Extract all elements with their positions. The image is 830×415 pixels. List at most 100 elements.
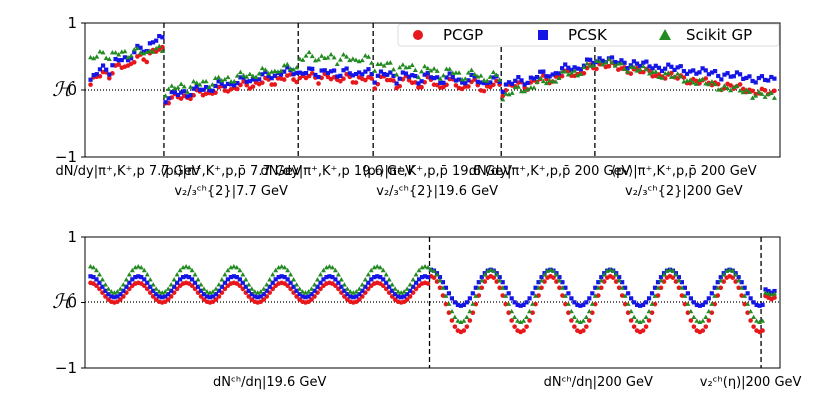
top-data-point bbox=[231, 78, 237, 84]
bottom-data-point bbox=[739, 285, 745, 290]
bottom-data-point bbox=[315, 284, 320, 289]
top-data-point bbox=[737, 82, 743, 87]
bottom-data-point bbox=[649, 301, 655, 306]
top-data-point bbox=[378, 61, 384, 66]
bottom-data-point bbox=[458, 319, 464, 325]
top-data-point bbox=[250, 73, 256, 78]
top-data-point bbox=[328, 69, 334, 74]
top-data-point bbox=[572, 65, 577, 70]
bottom-data-point bbox=[643, 300, 649, 305]
top-data-point bbox=[391, 73, 396, 79]
top-data-point bbox=[303, 70, 309, 76]
bottom-data-point bbox=[297, 286, 303, 291]
top-data-point bbox=[440, 72, 446, 78]
top-data-point bbox=[350, 56, 356, 61]
bottom-data-point bbox=[341, 282, 347, 287]
bottom-data-point bbox=[142, 277, 147, 282]
top-data-point bbox=[409, 62, 415, 68]
bottom-data-point bbox=[721, 272, 727, 277]
top-data-point bbox=[450, 74, 455, 80]
top-category-label: ⟨pₜ⟩|π⁺,K⁺,p,p̄ 200 GeV bbox=[611, 164, 757, 179]
bottom-data-point bbox=[326, 263, 332, 269]
top-data-point bbox=[97, 67, 103, 72]
bottom-data-point bbox=[709, 310, 715, 316]
bottom-data-point bbox=[356, 286, 362, 291]
bottom-data-point bbox=[273, 277, 278, 282]
bottom-data-point bbox=[572, 300, 577, 305]
top-data-point bbox=[360, 72, 365, 77]
bottom-data-point bbox=[512, 314, 518, 320]
top-data-point bbox=[559, 66, 565, 71]
bottom-data-point bbox=[213, 292, 219, 297]
bottom-data-point bbox=[706, 308, 712, 314]
top-data-point bbox=[740, 89, 746, 95]
top-data-point bbox=[281, 77, 287, 82]
bottom-data-point bbox=[130, 277, 135, 282]
top-data-point bbox=[209, 82, 215, 87]
top-data-point bbox=[397, 64, 403, 70]
top-data-point bbox=[469, 72, 474, 78]
bottom-data-point bbox=[464, 314, 470, 320]
top-y-axis-label: ℋ bbox=[52, 77, 75, 101]
bottom-data-point bbox=[670, 268, 676, 273]
top-data-point bbox=[341, 68, 346, 73]
top-data-point bbox=[94, 54, 100, 59]
bottom-data-point bbox=[87, 263, 94, 269]
bottom-data-point bbox=[521, 318, 527, 323]
top-data-point bbox=[300, 71, 306, 76]
bottom-data-point bbox=[255, 295, 260, 300]
bottom-data-point bbox=[112, 295, 117, 300]
bottom-panel: −1 0 1 ℋ dNᶜʰ/dη|19.6 GeV dNᶜʰ/dη|200 GeV v₂… bbox=[52, 228, 801, 390]
bottom-data-point bbox=[381, 277, 386, 282]
top-data-point bbox=[456, 70, 462, 75]
top-data-point bbox=[116, 62, 121, 67]
top-category-label: v₂/₃ᶜʰ{2}|200 GeV bbox=[625, 184, 743, 199]
top-data-point bbox=[259, 65, 265, 71]
top-data-point bbox=[653, 69, 659, 74]
top-data-point bbox=[740, 86, 746, 92]
top-data-point bbox=[522, 82, 527, 87]
top-data-point bbox=[150, 40, 156, 45]
top-data-point bbox=[335, 74, 340, 79]
bottom-data-point bbox=[646, 296, 652, 301]
bottom-data-point bbox=[751, 324, 756, 329]
top-data-point bbox=[678, 64, 683, 69]
top-data-point bbox=[282, 69, 287, 74]
bottom-data-point bbox=[300, 289, 306, 294]
top-data-point bbox=[584, 60, 590, 66]
top-data-point bbox=[550, 72, 555, 77]
bottom-data-point bbox=[748, 308, 754, 314]
top-data-point bbox=[563, 62, 568, 67]
bottom-data-point bbox=[321, 277, 326, 282]
bottom-data-point bbox=[123, 277, 129, 282]
top-data-point bbox=[422, 72, 427, 77]
bottom-data-point bbox=[449, 296, 455, 301]
bottom-data-point bbox=[742, 285, 747, 290]
top-data-point bbox=[338, 73, 343, 78]
bottom-data-point bbox=[452, 324, 458, 329]
bottom-data-point bbox=[318, 280, 323, 285]
bottom-data-point bbox=[342, 288, 347, 293]
bottom-data-point bbox=[108, 289, 114, 294]
bottom-data-point bbox=[455, 302, 460, 307]
bottom-data-point bbox=[186, 274, 192, 280]
bottom-data-point bbox=[733, 279, 738, 284]
top-data-point bbox=[297, 56, 303, 61]
top-data-point bbox=[178, 96, 184, 101]
bottom-data-point bbox=[772, 288, 777, 294]
top-data-point bbox=[154, 38, 159, 43]
top-data-point bbox=[741, 76, 746, 81]
bottom-data-point bbox=[569, 296, 574, 301]
top-data-point bbox=[453, 78, 459, 83]
top-data-point bbox=[772, 88, 777, 94]
bottom-data-point bbox=[204, 289, 210, 294]
bottom-data-point bbox=[506, 301, 512, 306]
bottom-data-point bbox=[620, 280, 625, 285]
bottom-data-point bbox=[446, 301, 452, 306]
top-data-point bbox=[285, 65, 290, 70]
bottom-data-point bbox=[637, 303, 643, 308]
top-data-point bbox=[647, 64, 652, 69]
top-data-point bbox=[460, 80, 465, 85]
bottom-data-point bbox=[461, 302, 466, 307]
bottom-data-point bbox=[619, 285, 625, 290]
